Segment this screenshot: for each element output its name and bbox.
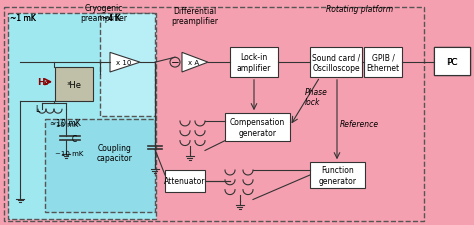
Text: Compensation
generator: Compensation generator <box>230 118 285 137</box>
FancyBboxPatch shape <box>310 48 362 78</box>
FancyBboxPatch shape <box>165 170 205 192</box>
Text: Phase
lock: Phase lock <box>305 88 328 107</box>
Text: H₀: H₀ <box>37 77 48 86</box>
Text: Attenuator: Attenuator <box>164 177 206 186</box>
Text: PC: PC <box>446 57 458 66</box>
FancyBboxPatch shape <box>55 68 93 102</box>
Text: ~10 mK: ~10 mK <box>55 151 83 157</box>
Text: Sound card /
Oscilloscope: Sound card / Oscilloscope <box>312 53 360 72</box>
FancyBboxPatch shape <box>310 162 365 188</box>
Text: Reference: Reference <box>340 119 379 128</box>
Text: ~1 mK: ~1 mK <box>10 14 36 23</box>
Text: x 10: x 10 <box>116 60 131 66</box>
FancyBboxPatch shape <box>225 114 290 141</box>
Text: ~1 mK: ~1 mK <box>10 14 36 23</box>
Text: ~4 K: ~4 K <box>102 14 120 23</box>
FancyBboxPatch shape <box>4 8 424 221</box>
Text: ~4 K: ~4 K <box>102 14 120 23</box>
Polygon shape <box>110 53 140 73</box>
Text: Rotating platform: Rotating platform <box>326 5 393 14</box>
FancyBboxPatch shape <box>434 48 470 76</box>
Text: Lock-in
amplifier: Lock-in amplifier <box>237 53 271 72</box>
Text: ~10 mK: ~10 mK <box>50 121 78 127</box>
Text: −: − <box>171 58 179 68</box>
FancyBboxPatch shape <box>434 48 470 76</box>
Text: Cryogenic
preamplifier: Cryogenic preamplifier <box>81 4 128 23</box>
Polygon shape <box>182 53 208 73</box>
Text: C: C <box>72 134 77 143</box>
Text: Function
generator: Function generator <box>319 166 356 185</box>
FancyBboxPatch shape <box>45 119 155 212</box>
Text: ³He: ³He <box>66 80 82 89</box>
Text: GPIB /
Ethernet: GPIB / Ethernet <box>366 53 400 72</box>
FancyBboxPatch shape <box>230 48 278 78</box>
Text: Differential
preamplifier: Differential preamplifier <box>172 7 219 26</box>
Text: Coupling
capacitor: Coupling capacitor <box>97 143 133 162</box>
FancyBboxPatch shape <box>8 14 156 219</box>
Text: ~10 mK: ~10 mK <box>50 118 81 127</box>
Text: PC: PC <box>447 57 457 66</box>
Text: x A: x A <box>188 60 199 66</box>
Text: L: L <box>35 105 39 114</box>
FancyBboxPatch shape <box>100 14 155 117</box>
FancyBboxPatch shape <box>364 48 402 78</box>
